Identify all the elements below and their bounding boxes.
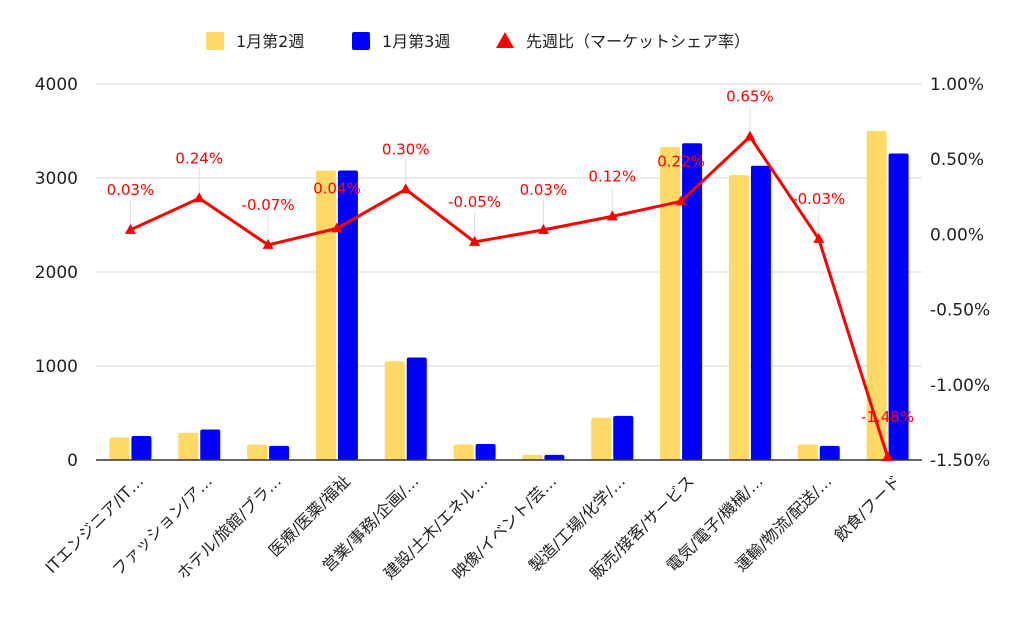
- bar-week3: [682, 143, 703, 460]
- right-tick-label: 0.00%: [930, 225, 984, 245]
- data-label: 0.24%: [175, 149, 223, 167]
- bar-week3: [544, 454, 565, 460]
- share-point: [537, 223, 549, 234]
- bar-week2: [384, 361, 405, 460]
- bar-week2: [866, 131, 887, 460]
- legend-label: 1月第3週: [382, 32, 450, 51]
- right-tick-label: -0.50%: [930, 301, 990, 321]
- bar-week2: [315, 170, 336, 461]
- share-point: [744, 130, 756, 141]
- share-line: [129, 135, 890, 458]
- left-tick-label: 1000: [35, 357, 78, 377]
- left-axis: 0 1000 2000 3000 4000: [35, 75, 78, 471]
- legend-swatch: [206, 32, 224, 50]
- share-point: [675, 195, 687, 206]
- left-tick-label: 2000: [35, 263, 78, 283]
- legend-triangle: [496, 32, 514, 48]
- share-point: [882, 450, 894, 461]
- bar-week3: [819, 445, 840, 460]
- share-point: [469, 235, 481, 246]
- left-tick-label: 3000: [35, 169, 78, 189]
- data-label: 0.65%: [726, 88, 774, 106]
- bar-week3: [406, 357, 427, 460]
- bar-week2: [522, 454, 543, 460]
- bar-week2: [247, 444, 268, 460]
- bar-week2: [728, 175, 749, 460]
- bar-week3: [750, 165, 771, 460]
- bar-week3: [613, 415, 634, 460]
- right-tick-label: -1.00%: [930, 376, 990, 396]
- data-label: 0.04%: [313, 179, 361, 197]
- data-label: -1.48%: [861, 408, 914, 426]
- bar-week2: [453, 444, 474, 460]
- category-label: 飲食/フード: [831, 471, 905, 545]
- bars: [109, 131, 909, 461]
- share-point: [331, 222, 343, 233]
- share-point: [606, 210, 618, 221]
- bar-week3: [475, 444, 496, 460]
- gridlines: [96, 83, 922, 367]
- bar-week3: [200, 429, 221, 460]
- bar-week3: [131, 436, 152, 460]
- data-label: -0.03%: [792, 190, 845, 208]
- share-point: [813, 232, 825, 243]
- share-point: [193, 192, 205, 203]
- bar-week2: [178, 432, 199, 460]
- bar-week2: [109, 437, 130, 460]
- bar-week2: [797, 444, 818, 460]
- data-label: 0.03%: [107, 181, 155, 199]
- bar-week3: [888, 153, 909, 460]
- right-tick-label: -1.50%: [930, 451, 990, 471]
- legend: 1月第2週 1月第3週 先週比（マーケットシェア率）: [206, 32, 750, 51]
- right-tick-label: 0.50%: [930, 150, 984, 170]
- share-point: [262, 238, 274, 249]
- legend-swatch: [352, 32, 370, 50]
- bar-week2: [660, 146, 681, 461]
- share-point: [124, 223, 136, 234]
- legend-label: 1月第2週: [236, 32, 304, 51]
- data-label: 0.03%: [520, 181, 568, 199]
- left-tick-label: 0: [67, 451, 78, 471]
- legend-label: 先週比（マーケットシェア率）: [526, 32, 750, 51]
- bar-week3: [337, 170, 358, 461]
- data-label: 0.30%: [382, 140, 430, 158]
- share-point: [400, 183, 412, 194]
- data-label: -0.05%: [448, 193, 501, 211]
- bar-week3: [269, 445, 290, 460]
- left-tick-label: 4000: [35, 75, 78, 95]
- bar-week2: [591, 417, 612, 460]
- line-series: 0.03% 0.24% -0.07% 0.04% 0.30% -0.05% 0.03% 0.1…: [107, 88, 914, 461]
- data-label: 0.22%: [657, 152, 705, 170]
- right-tick-label: 1.00%: [930, 75, 984, 95]
- category-labels: ITエンジニア/IT…ファッション/ア…ホテル/旅館/ブラ…医療/医薬/福祉営業…: [42, 471, 905, 583]
- data-label: -0.07%: [242, 196, 295, 214]
- right-axis: -1.50% -1.00% -0.50% 0.00% 0.50% 1.00%: [930, 75, 990, 471]
- data-label: 0.12%: [588, 167, 636, 185]
